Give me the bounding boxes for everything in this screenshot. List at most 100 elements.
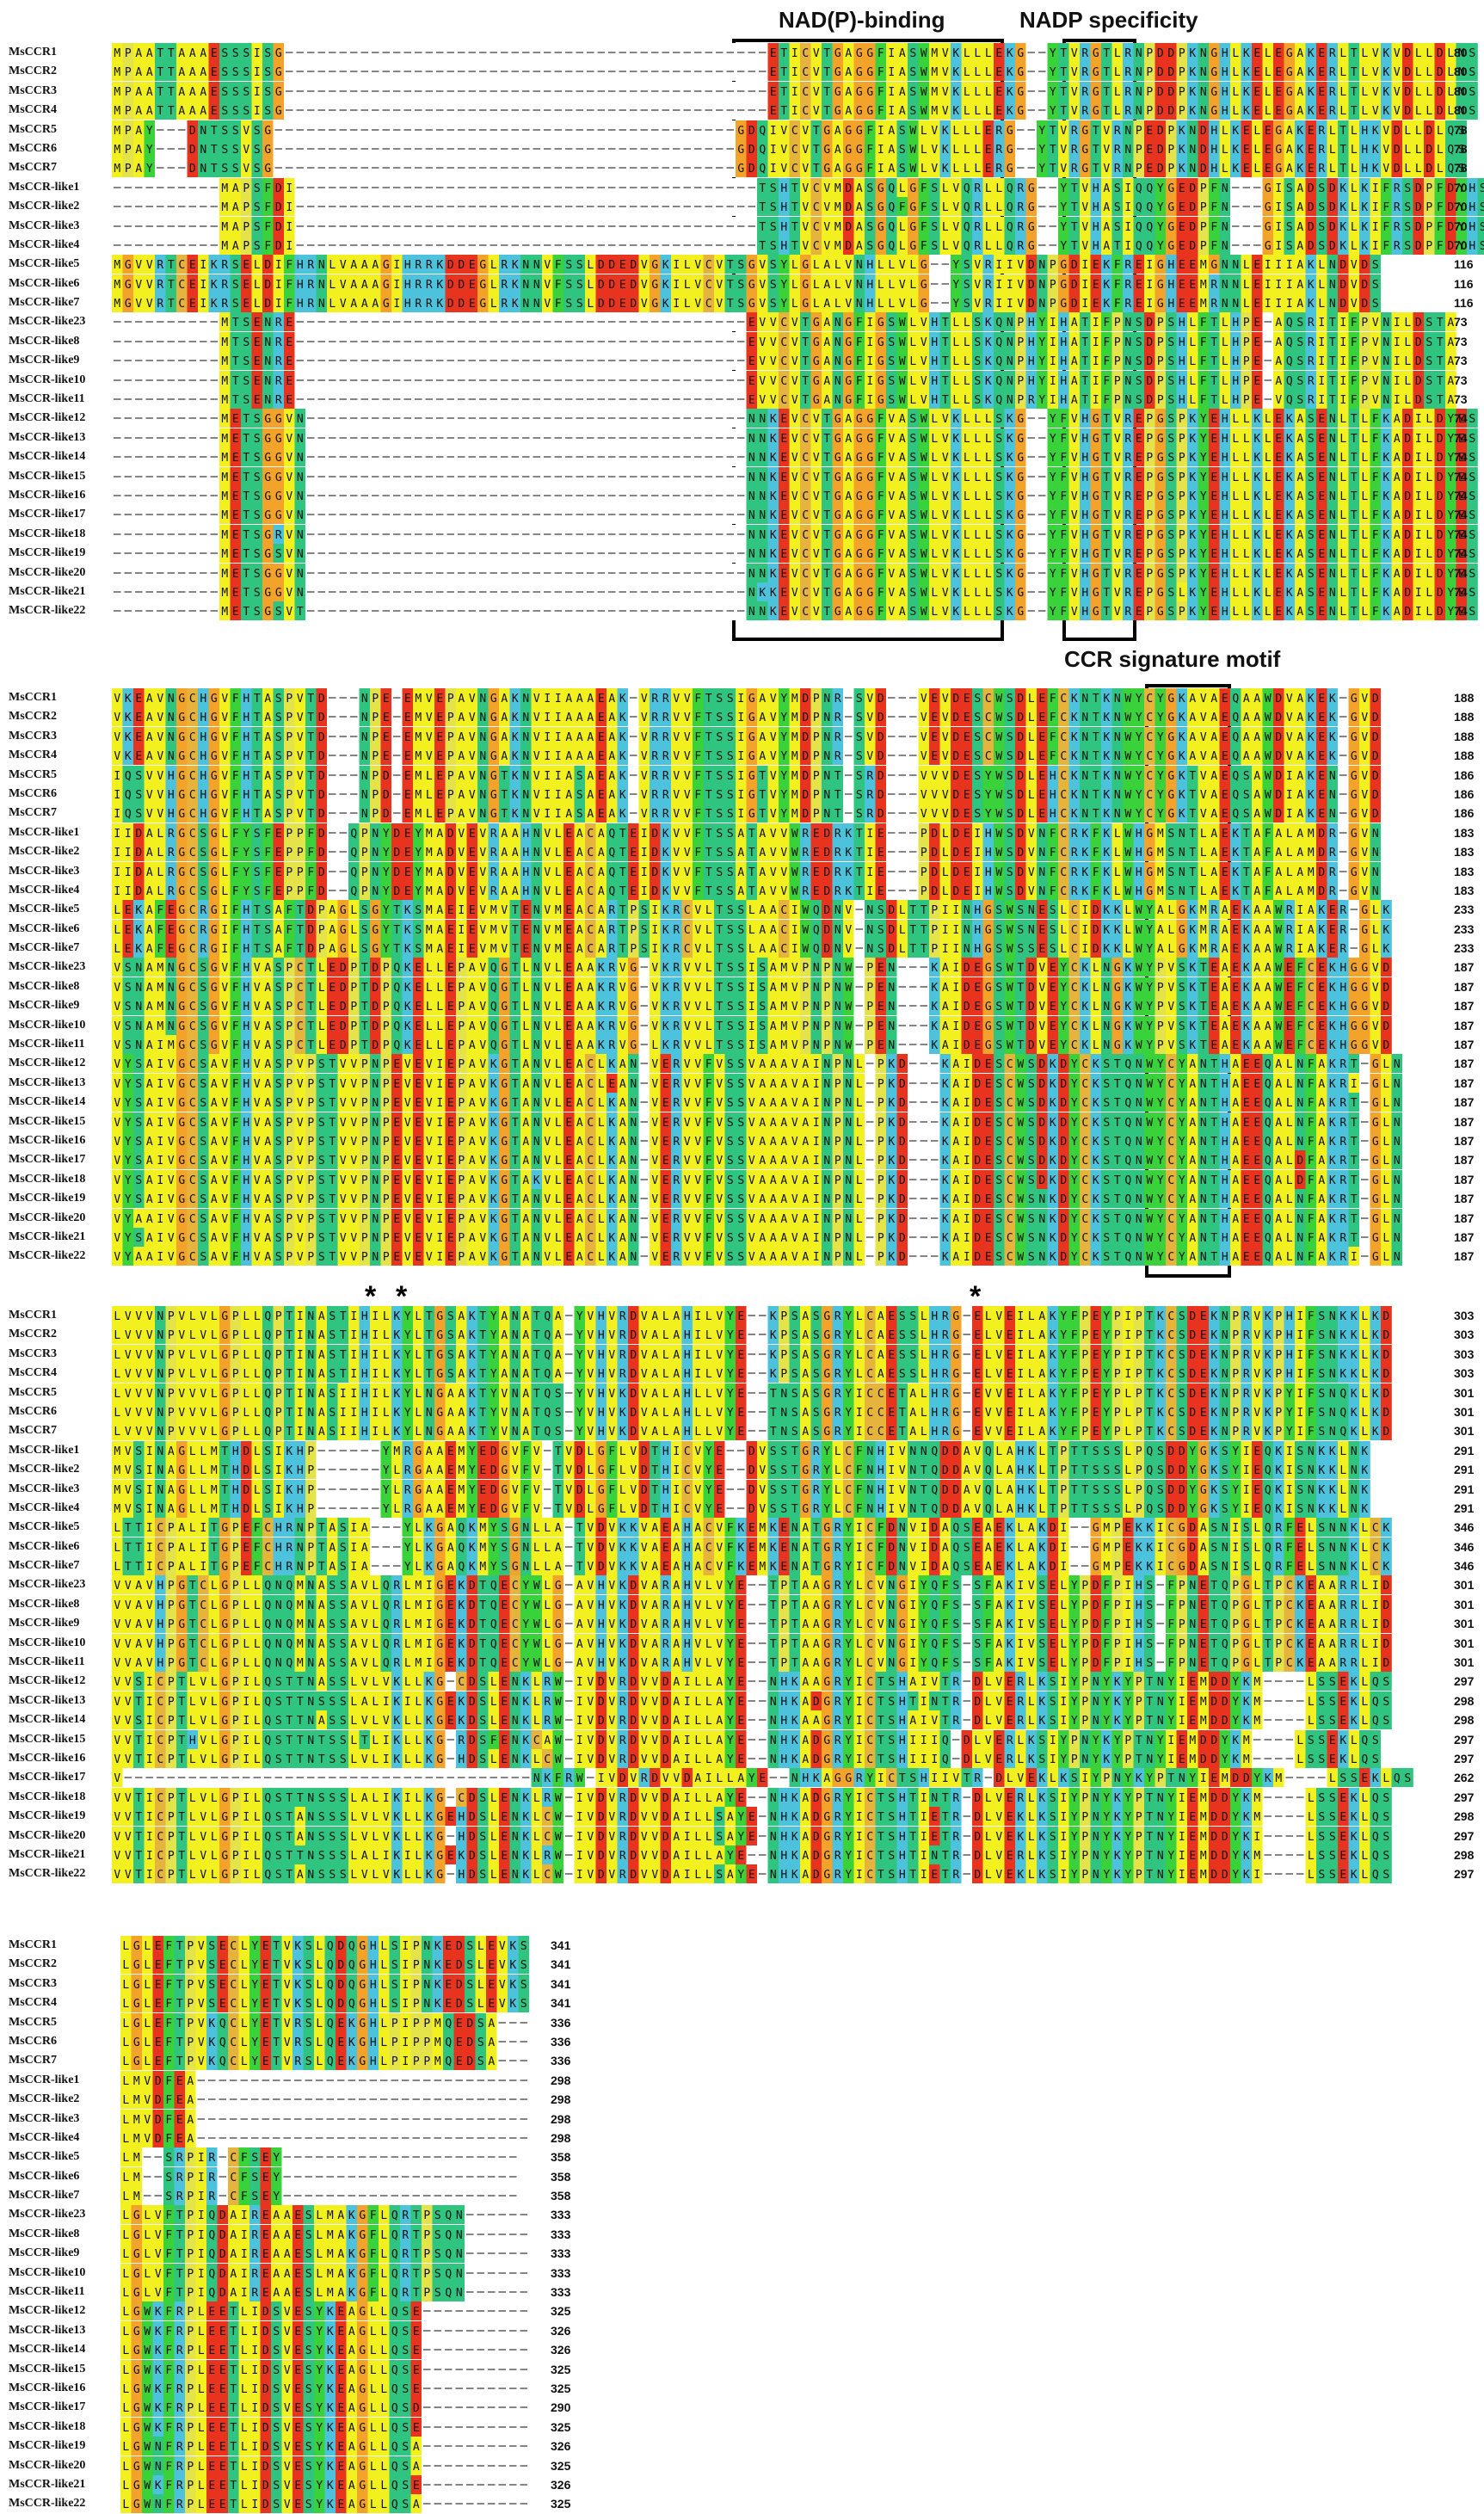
svg-text:L: L	[985, 201, 992, 214]
svg-text:K: K	[985, 375, 992, 388]
svg-text:N: N	[1007, 375, 1013, 388]
svg-text:P: P	[1157, 336, 1164, 349]
svg-text:D: D	[264, 279, 271, 292]
svg-text:S: S	[221, 47, 228, 60]
svg-text:I: I	[1093, 317, 1099, 330]
svg-text:R: R	[1124, 47, 1131, 60]
sequence-name: MsCCR-like7	[9, 2186, 112, 2205]
svg-text:K: K	[1179, 163, 1185, 176]
svg-text:G: G	[823, 163, 830, 176]
svg-text:A: A	[1275, 317, 1282, 330]
svg-text:L: L	[985, 240, 992, 253]
svg-text:V: V	[770, 375, 777, 388]
svg-text:G: G	[651, 279, 658, 292]
svg-text:G: G	[1093, 105, 1099, 118]
svg-text:K: K	[1382, 86, 1389, 99]
residue-count: 74	[1454, 486, 1468, 505]
svg-text:G: G	[921, 298, 927, 311]
svg-text:P: P	[1361, 355, 1368, 368]
svg-text:M: M	[834, 240, 841, 253]
svg-text:P: P	[1050, 298, 1056, 311]
svg-text:V: V	[1372, 355, 1379, 368]
svg-text:V: V	[780, 163, 787, 176]
sequence-name: MsCCR6	[9, 139, 112, 158]
svg-text:G: G	[866, 66, 873, 79]
svg-text:L: L	[909, 336, 916, 349]
svg-text:C: C	[791, 163, 798, 176]
svg-text:M: M	[114, 105, 120, 118]
sequence-name: MsCCR-like5	[9, 1518, 112, 1537]
svg-text:A: A	[189, 47, 196, 60]
svg-text:N: N	[1200, 86, 1207, 99]
svg-text:P: P	[1243, 336, 1250, 349]
svg-text:A: A	[372, 279, 379, 292]
svg-text:E: E	[995, 47, 1002, 60]
svg-text:Y: Y	[952, 298, 959, 311]
svg-text:V: V	[544, 298, 551, 311]
svg-text:S: S	[1480, 182, 1484, 195]
svg-text:D: D	[1415, 355, 1422, 368]
svg-text:G: G	[479, 279, 486, 292]
svg-text:V: V	[921, 317, 927, 330]
svg-text:A: A	[1071, 336, 1078, 349]
svg-text:E: E	[1136, 259, 1142, 272]
svg-text:R: R	[1394, 182, 1401, 195]
svg-text:L: L	[1265, 86, 1272, 99]
svg-text:N: N	[1038, 259, 1045, 272]
svg-text:M: M	[114, 66, 120, 79]
svg-text:C: C	[178, 259, 185, 272]
nadp-binding-label: NAD(P)-binding	[779, 7, 945, 34]
svg-text:T: T	[1093, 163, 1099, 176]
sequence-name: MsCCR-like10	[9, 371, 112, 390]
svg-text:L: L	[684, 259, 691, 272]
residue-count: 298	[1454, 1691, 1474, 1710]
svg-text:R: R	[1114, 125, 1121, 138]
svg-text:E: E	[1253, 259, 1260, 272]
svg-text:A: A	[1071, 355, 1078, 368]
svg-text:S: S	[254, 144, 261, 157]
svg-text:F: F	[921, 240, 927, 253]
svg-text:E: E	[1318, 66, 1325, 79]
svg-text:G: G	[909, 221, 916, 234]
svg-text:L: L	[964, 105, 970, 118]
svg-text:R: R	[1017, 201, 1024, 214]
svg-text:I: I	[791, 66, 798, 79]
sequence-name: MsCCR-like1	[9, 178, 112, 197]
svg-text:D: D	[1157, 47, 1164, 60]
svg-text:G: G	[866, 86, 873, 99]
svg-text:G: G	[264, 125, 271, 138]
svg-text:G: G	[737, 144, 744, 157]
svg-text:N: N	[200, 144, 206, 157]
svg-text:L: L	[942, 240, 949, 253]
svg-text:T: T	[1437, 375, 1444, 388]
svg-text:Y: Y	[1060, 221, 1067, 234]
residue-count: 187	[1454, 1247, 1474, 1266]
svg-text:G: G	[856, 163, 863, 176]
svg-text:S: S	[1404, 182, 1411, 195]
svg-text:E: E	[469, 298, 476, 311]
svg-text:Q: Q	[1136, 201, 1142, 214]
residue-count: 326	[551, 2321, 570, 2340]
svg-text:K: K	[1361, 182, 1368, 195]
svg-text:I: I	[1275, 182, 1282, 195]
svg-text:I: I	[1007, 259, 1013, 272]
sequence-name: MsCCR-like8	[9, 332, 112, 351]
svg-text:C: C	[802, 86, 809, 99]
svg-text:I: I	[1372, 221, 1379, 234]
svg-text:D: D	[845, 221, 852, 234]
svg-text:L: L	[490, 259, 497, 272]
svg-text:T: T	[1071, 182, 1078, 195]
svg-text:N: N	[1124, 355, 1131, 368]
